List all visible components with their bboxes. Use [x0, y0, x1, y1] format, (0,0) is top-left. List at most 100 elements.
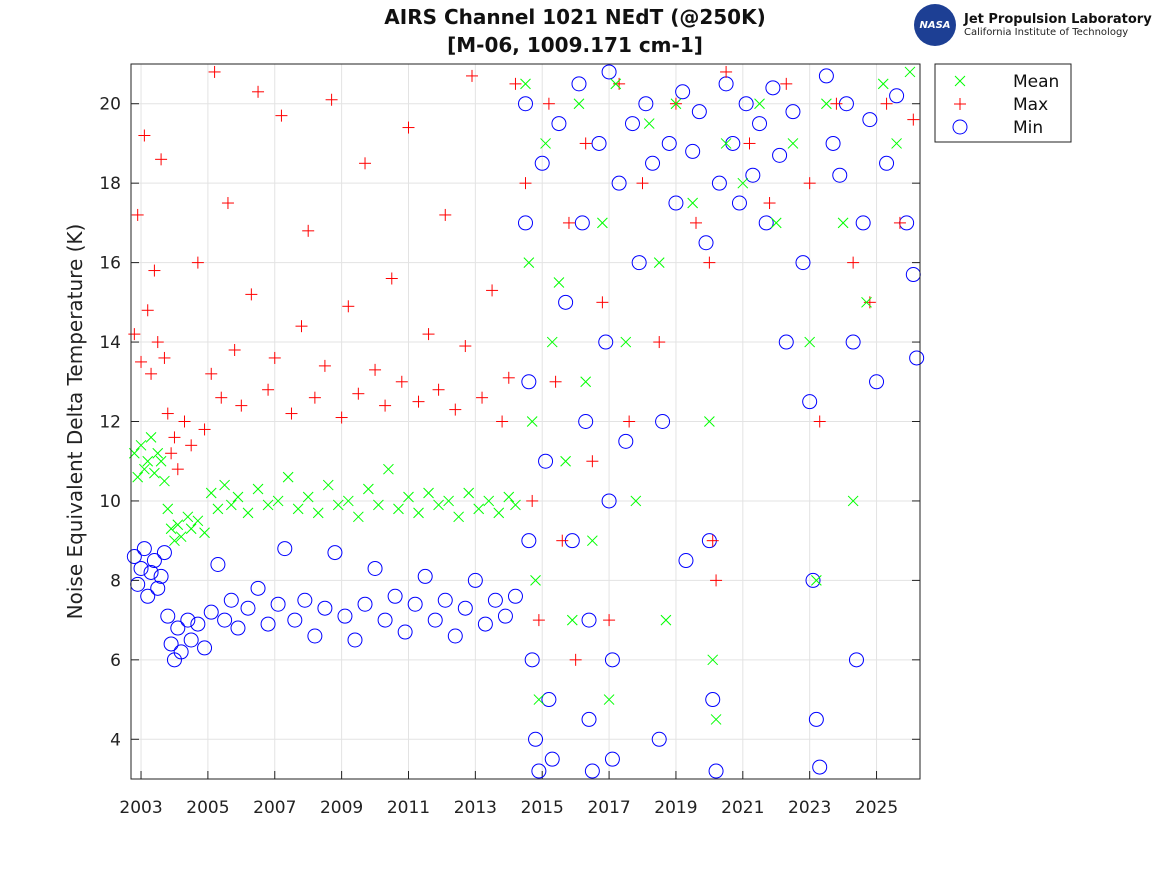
mean-point	[242, 507, 254, 519]
min-point	[785, 104, 801, 120]
marker-stroke	[620, 336, 632, 348]
max-point	[690, 216, 703, 229]
marker-stroke	[139, 463, 150, 475]
x-tick-label: 2025	[855, 798, 898, 818]
min-point	[862, 112, 878, 128]
marker-stroke	[155, 455, 167, 467]
marker-stroke	[199, 527, 210, 539]
max-point	[135, 355, 148, 368]
min-point	[795, 255, 811, 271]
max-point	[252, 85, 265, 98]
mean-point	[162, 503, 174, 515]
mean-point	[597, 217, 608, 229]
marker-stroke	[172, 519, 184, 531]
marker-stroke	[787, 138, 799, 149]
mean-point	[510, 499, 521, 511]
marker-stroke	[526, 416, 538, 427]
marker-stroke	[503, 491, 515, 503]
min-point	[250, 580, 266, 596]
min-point	[855, 215, 871, 231]
min-point	[685, 143, 701, 159]
min-point	[307, 628, 323, 644]
marker-stroke	[566, 614, 578, 626]
legend-marker-max	[954, 98, 966, 110]
min-point	[578, 414, 594, 429]
chart-title: AIRS Channel 1021 NEdT (@250K)	[384, 5, 766, 29]
mean-point	[152, 447, 164, 459]
max-point	[402, 121, 415, 134]
min-point	[417, 568, 433, 584]
y-tick-label: 20	[99, 95, 121, 115]
mean-point	[373, 499, 384, 511]
max-point	[847, 256, 860, 269]
min-point	[347, 632, 363, 648]
mean-point	[232, 491, 244, 503]
mean-point	[463, 487, 475, 499]
mean-point	[473, 503, 485, 515]
min-point	[601, 493, 617, 509]
marker-stroke	[804, 336, 816, 348]
max-point	[486, 284, 499, 297]
mean-point	[443, 495, 454, 507]
min-point	[240, 600, 256, 616]
mean-point	[135, 439, 147, 451]
marker-stroke	[413, 507, 424, 519]
marker-stroke	[530, 575, 541, 586]
mean-point	[363, 483, 374, 495]
mean-point	[262, 499, 274, 511]
mean-point	[707, 654, 719, 666]
min-point	[745, 167, 761, 183]
mean-point	[199, 527, 210, 539]
mean-point	[172, 519, 184, 531]
max-point	[780, 77, 793, 90]
marker-stroke	[720, 138, 732, 149]
min-point	[534, 155, 550, 171]
marker-stroke	[687, 197, 699, 209]
min-point	[778, 334, 794, 350]
marker-stroke	[165, 523, 177, 535]
min-point	[521, 374, 537, 390]
max-point	[385, 272, 398, 285]
marker-stroke	[302, 491, 314, 503]
min-point	[230, 620, 246, 636]
mean-point	[212, 503, 224, 515]
x-tick-label: 2003	[119, 798, 162, 818]
mean-point	[252, 483, 264, 495]
marker-stroke	[272, 495, 284, 507]
axes-box	[130, 63, 921, 780]
marker-stroke	[737, 177, 749, 189]
chart-subtitle: [M-06, 1009.171 cm-1]	[447, 33, 703, 57]
min-point	[140, 588, 156, 604]
marker-stroke	[322, 479, 334, 491]
max-point	[636, 177, 649, 190]
marker-stroke	[540, 138, 551, 149]
min-point	[802, 394, 818, 410]
min-point	[661, 135, 677, 151]
min-point	[146, 553, 162, 569]
legend: Mean Max Min	[934, 63, 1072, 143]
max-point	[476, 391, 489, 404]
min-point	[190, 616, 206, 632]
x-tick-label: 2019	[654, 798, 697, 818]
marker-stroke	[653, 257, 665, 268]
mean-point	[205, 487, 217, 499]
marker-stroke	[205, 487, 217, 499]
max-point	[706, 534, 719, 547]
min-point	[698, 235, 714, 251]
min-point	[133, 560, 149, 576]
min-point	[497, 608, 513, 624]
max-point	[720, 65, 733, 78]
marker-stroke	[710, 714, 722, 725]
min-point	[180, 612, 196, 628]
jpl-logo: NASA Jet Propulsion Laboratory Californi…	[914, 4, 1152, 46]
mean-point	[653, 257, 665, 268]
min-point	[558, 294, 574, 310]
min-point	[551, 116, 567, 132]
marker-stroke	[954, 75, 966, 87]
max-point	[171, 463, 184, 476]
mean-point	[225, 499, 237, 511]
mean-point	[182, 511, 194, 523]
max-point	[148, 264, 161, 277]
max-point	[653, 336, 666, 349]
min-point	[170, 620, 186, 636]
